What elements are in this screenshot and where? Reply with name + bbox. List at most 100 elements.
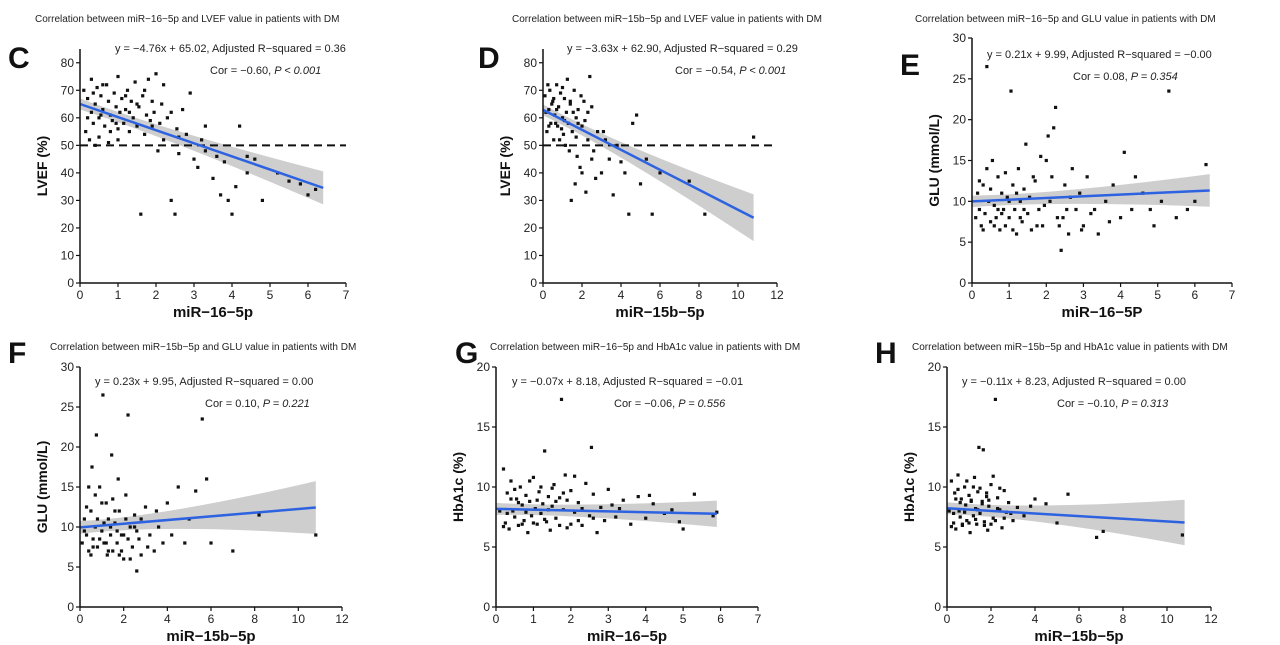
data-point [82,517,86,521]
data-point [181,107,185,112]
data-point [971,485,975,489]
data-points [498,397,719,535]
x-tick-label: 2 [568,612,575,626]
data-points [974,64,1208,252]
data-point [562,96,567,101]
data-point [106,549,110,553]
data-point [84,505,89,509]
x-tick-label: 8 [1120,612,1127,626]
data-point [981,183,985,187]
data-point [547,124,551,128]
data-point [573,182,577,186]
data-point [135,529,139,533]
y-tick-label: 20 [61,440,75,454]
data-point [1000,526,1004,530]
data-point [531,521,536,525]
data-point [106,517,110,521]
data-point [1095,535,1099,539]
x-tick-label: 6 [657,288,664,302]
x-tick-label: 5 [1154,288,1161,302]
data-point [165,116,169,120]
data-point [116,138,120,142]
data-point [1037,207,1041,212]
y-tick-label: 20 [524,221,538,235]
data-point [94,433,98,437]
data-point [606,487,610,491]
correlation-value: Cor = 0.10, [205,398,263,410]
data-point [979,224,983,228]
data-point [102,541,106,545]
regression-equation: y = −3.63x + 62.90, Adjusted R−squared =… [567,43,798,55]
y-tick-label: 80 [524,56,538,70]
panel-letter: C [8,42,30,75]
y-tick-label: 5 [67,560,74,574]
data-point [1048,199,1052,203]
data-point [574,135,578,139]
data-point [101,393,105,397]
data-point [658,171,662,175]
data-point [580,124,584,128]
data-points [82,72,318,216]
data-point [958,501,962,505]
data-point [535,498,539,502]
data-point [298,182,302,186]
data-point [100,529,104,533]
data-point [115,541,119,545]
data-point [1061,216,1065,220]
data-point [580,171,584,175]
y-tick-label: 10 [928,480,942,494]
data-point [128,525,132,529]
data-point [535,522,539,526]
data-point [84,129,88,134]
data-point [516,523,521,527]
y-tick-label: 30 [61,193,75,207]
data-point [84,533,89,537]
x-axis-label: miR−16−5p [587,628,667,645]
correlation-annotation: Cor = −0.10, P = 0.313 [1057,398,1169,410]
correlation-value: Cor = −0.60, [210,65,274,77]
data-point [139,212,143,216]
y-tick-label: 60 [524,111,538,125]
data-point [549,121,553,125]
data-point [505,511,509,515]
data-point [1185,207,1190,212]
data-point [595,531,599,535]
data-point [565,526,569,530]
data-point [1107,220,1112,224]
x-tick-label: 6 [717,612,724,626]
x-tick-label: 7 [755,612,762,626]
y-tick-label: 60 [61,111,75,125]
y-axis-label: HbA1c (%) [450,452,466,522]
data-point [209,541,213,545]
data-point [99,113,103,117]
data-point [529,514,534,518]
data-point [513,515,517,519]
x-tick-label: 2 [153,288,160,302]
data-point [627,212,631,216]
data-point [234,185,238,189]
data-point [591,516,595,520]
data-point [146,77,150,81]
data-point [579,94,583,98]
data-point [1050,175,1054,179]
x-tick-label: 6 [208,612,215,626]
data-point [992,203,996,208]
regression-equation: y = −0.11x + 8.23, Adjusted R−squared = … [962,376,1186,388]
data-point [591,492,595,496]
data-point [505,491,509,495]
data-point [594,176,598,180]
panel-letter: E [900,49,920,82]
data-point [561,491,565,495]
data-point [141,94,145,98]
chart-panel-h: H Correlation between miR−15b−5p and HbA1… [875,337,1228,645]
y-tick-label: 50 [524,138,538,152]
x-tick-label: 0 [969,288,976,302]
data-point [156,149,160,153]
data-point [960,522,964,526]
chart-panel-c: C Correlation between miR−16−5p and LVEF … [8,14,350,321]
data-point [996,507,1000,511]
data-point [954,527,958,531]
x-tick-label: 12 [1204,612,1218,626]
data-point [1022,207,1026,212]
x-tick-label: 10 [731,288,745,302]
